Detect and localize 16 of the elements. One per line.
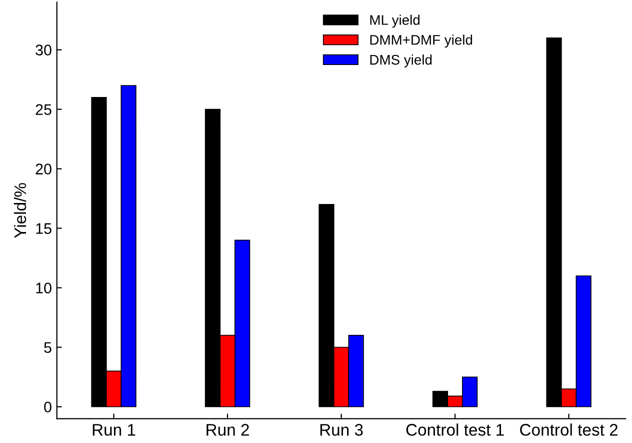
- legend-label: DMS yield: [370, 54, 432, 68]
- y-axis-title: Yield/%: [14, 183, 26, 238]
- y-tick-label: 0: [44, 402, 52, 412]
- y-tick-label: 25: [36, 104, 52, 115]
- legend-label: DMM+DMF yield: [370, 34, 472, 48]
- y-tick-label: 15: [36, 223, 52, 234]
- x-tick-label: Run 3: [320, 424, 363, 436]
- legend-label: ML yield: [370, 14, 420, 28]
- x-tick-label: Control test 2: [520, 423, 618, 436]
- y-tick-label: 5: [44, 342, 52, 353]
- y-tick-label: 30: [36, 44, 52, 56]
- y-tick-label: 10: [36, 282, 52, 294]
- x-tick-label: Run 1: [92, 424, 136, 436]
- x-tick-label: Run 2: [206, 424, 249, 436]
- x-tick-label: Control test 1: [406, 423, 504, 436]
- y-tick-label: 20: [36, 164, 52, 174]
